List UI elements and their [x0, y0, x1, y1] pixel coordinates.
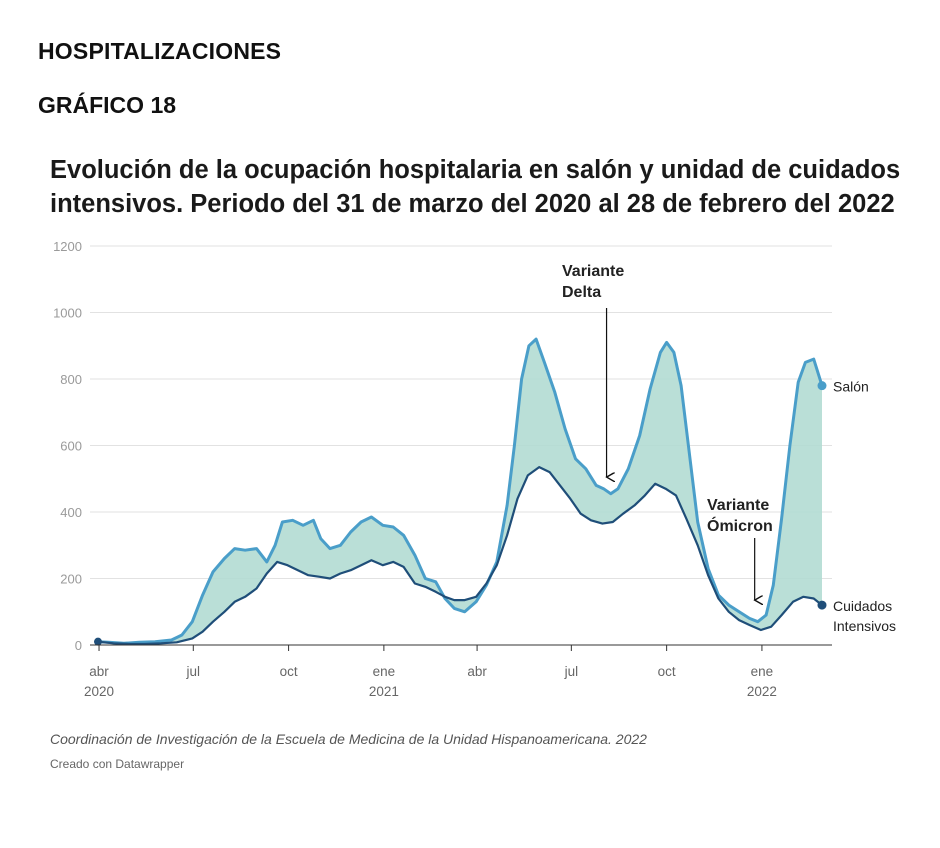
credit-note: Creado con Datawrapper — [50, 757, 185, 771]
x-tick-year-label: 2021 — [369, 684, 399, 699]
uci-end-marker — [817, 600, 827, 610]
y-tick-label: 600 — [60, 439, 82, 454]
fill-between-area — [98, 339, 822, 644]
x-tick-year-label: 2020 — [84, 684, 114, 699]
y-tick-label: 200 — [60, 572, 82, 587]
salon-end-marker — [817, 381, 827, 391]
axes: 0 200 400 600 800 1000 1200 abr 2020 jul oct ene 202… — [53, 239, 832, 699]
x-tick-label: oct — [280, 664, 298, 679]
uci-start-marker — [94, 637, 102, 646]
figure-number: GRÁFICO 18 — [38, 92, 177, 118]
series-label-uci-line: Cuidados — [833, 598, 892, 614]
x-tick-label: jul — [564, 664, 579, 679]
annotation-label-line: Variante — [562, 263, 624, 280]
annotation-label: Variante Ómicron — [707, 497, 773, 535]
gridlines — [90, 245, 832, 579]
x-tick-label: abr — [89, 664, 109, 679]
y-tick-label: 1000 — [53, 306, 82, 321]
series-line-uci — [97, 466, 823, 646]
series-lines — [94, 337, 827, 646]
y-tick-label: 800 — [60, 372, 82, 387]
section-title: HOSPITALIZACIONES — [38, 38, 282, 64]
y-tick-label: 400 — [60, 505, 82, 520]
source-note: Coordinación de Investigación de la Escu… — [50, 731, 647, 747]
series-label-salon: Salón — [833, 379, 869, 395]
x-tick-label: abr — [467, 664, 487, 679]
series-label-uci-line: Intensivos — [833, 618, 896, 634]
annotations: Variante Delta Variante Ómicron — [562, 263, 773, 600]
annotation-label-line: Ómicron — [707, 516, 773, 535]
annotation-label-line: Variante — [707, 497, 769, 514]
x-tick-year-label: 2022 — [747, 684, 777, 699]
chart-title: Evolución de la ocupación hospitalaria e… — [50, 156, 901, 218]
x-tick-label: ene — [373, 664, 396, 679]
x-tick-label: jul — [186, 664, 201, 679]
band-between-series — [98, 339, 822, 644]
series-label-uci: Cuidados Intensivos — [833, 598, 896, 634]
series-labels: Salón Cuidados Intensivos — [833, 379, 896, 634]
y-tick-label: 0 — [75, 638, 82, 653]
x-tick-label: oct — [658, 664, 676, 679]
annotation-label-line: Delta — [562, 284, 601, 301]
annotation-label: Variante Delta — [562, 263, 624, 301]
x-tick-label: ene — [751, 664, 774, 679]
y-tick-label: 1200 — [53, 239, 82, 254]
